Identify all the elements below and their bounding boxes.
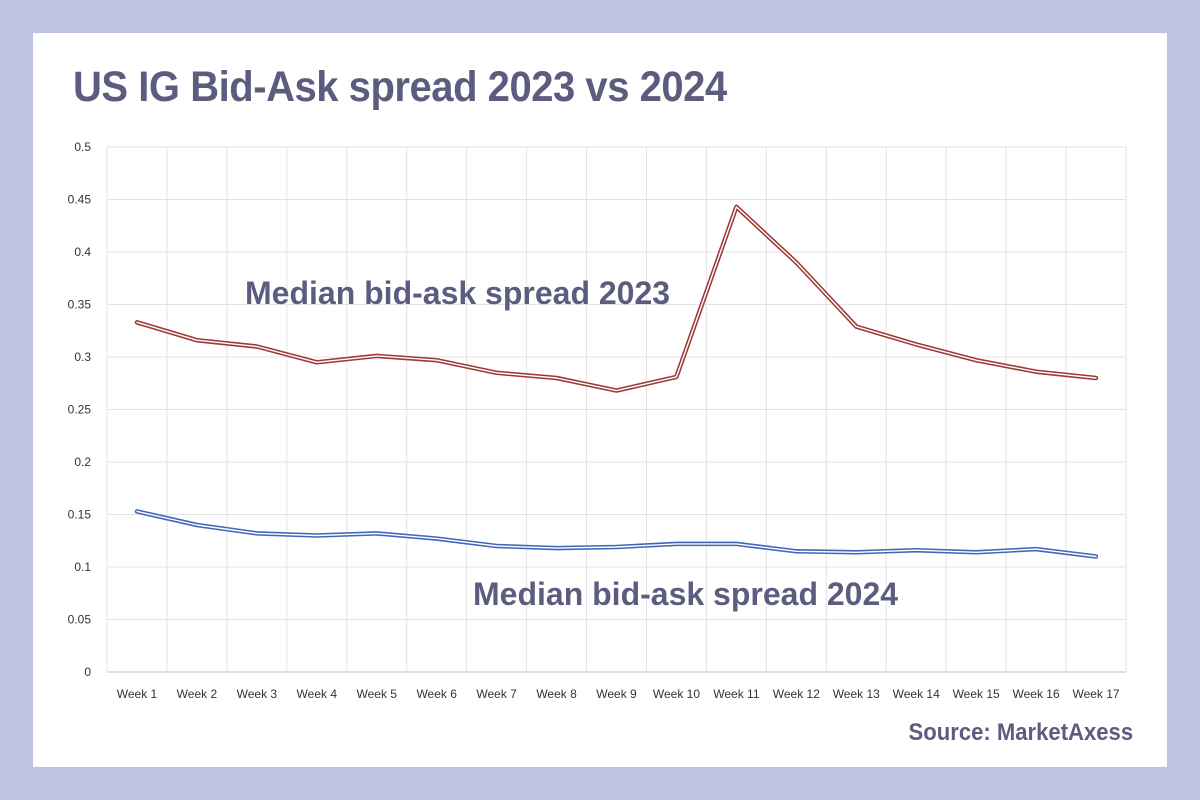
data-point [434, 536, 438, 540]
data-point [614, 545, 618, 549]
series-line-2024 [134, 509, 1099, 559]
data-point [614, 388, 618, 392]
x-tick-label: Week 3 [237, 687, 278, 701]
source-note: Source: MarketAxess [908, 719, 1133, 746]
data-point [135, 320, 139, 324]
series-label-2024: Median bid-ask spread 2024 [473, 576, 898, 612]
data-point [914, 342, 918, 346]
data-point [195, 338, 199, 342]
data-point [734, 542, 738, 546]
data-point [375, 531, 379, 535]
data-point [315, 360, 319, 364]
x-tick-label: Week 4 [297, 687, 338, 701]
line-chart: 0 0.05 0.1 0.15 0.2 0.25 0.3 0.35 0.4 0.45 0.5 Week… [68, 140, 1127, 701]
x-tick-label: Week 7 [476, 687, 517, 701]
data-point [554, 376, 558, 380]
data-point [974, 550, 978, 554]
data-point [1034, 370, 1038, 374]
data-point [854, 324, 858, 328]
x-tick-label: Week 13 [833, 687, 880, 701]
x-tick-label: Week 8 [536, 687, 577, 701]
y-tick-label: 0.25 [68, 403, 92, 417]
chart-card: US IG Bid-Ask spread 2023 vs 2024 0 0.05 0… [33, 33, 1167, 767]
x-tick-label: Week 1 [117, 687, 158, 701]
series-label-2023: Median bid-ask spread 2023 [245, 275, 670, 311]
data-point [674, 542, 678, 546]
data-point [674, 375, 678, 379]
series-line-inner [136, 510, 1097, 558]
x-tick-label: Week 15 [953, 687, 1000, 701]
data-point [794, 549, 798, 553]
y-tick-label: 0.45 [68, 193, 92, 207]
y-tick-label: 0.3 [74, 350, 91, 364]
y-tick-label: 0.2 [74, 455, 91, 469]
data-point [135, 509, 139, 513]
data-point [734, 205, 738, 209]
data-point [255, 344, 259, 348]
data-point [1034, 547, 1038, 551]
series-lines [134, 204, 1099, 559]
series-line-2023 [134, 204, 1099, 393]
data-point [375, 354, 379, 358]
x-tick-label: Week 5 [357, 687, 398, 701]
data-point [494, 371, 498, 375]
data-point [794, 260, 798, 264]
data-point [255, 531, 259, 535]
data-point [1094, 376, 1098, 380]
data-point [494, 544, 498, 548]
data-point [854, 550, 858, 554]
y-tick-label: 0.15 [68, 508, 92, 522]
y-tick-label: 0.05 [68, 613, 92, 627]
x-tick-label: Week 6 [416, 687, 457, 701]
data-point [914, 548, 918, 552]
data-point [974, 358, 978, 362]
series-line-inner [136, 206, 1097, 392]
data-point [195, 523, 199, 527]
y-tick-label: 0.4 [74, 245, 91, 259]
y-tick-label: 0.5 [74, 140, 91, 154]
x-tick-label: Week 2 [177, 687, 218, 701]
y-tick-label: 0.35 [68, 298, 92, 312]
axes: 0 0.05 0.1 0.15 0.2 0.25 0.3 0.35 0.4 0.45 0.5 Week… [68, 140, 1120, 701]
grid [106, 146, 1127, 673]
x-tick-label: Week 14 [893, 687, 940, 701]
y-tick-label: 0 [84, 665, 91, 679]
x-tick-label: Week 10 [653, 687, 700, 701]
x-tick-label: Week 17 [1072, 687, 1119, 701]
data-point [1094, 554, 1098, 558]
x-tick-label: Week 11 [713, 687, 760, 701]
data-point [554, 546, 558, 550]
x-tick-label: Week 16 [1013, 687, 1060, 701]
chart-title: US IG Bid-Ask spread 2023 vs 2024 [73, 63, 727, 111]
data-point [434, 358, 438, 362]
x-tick-label: Week 9 [596, 687, 637, 701]
y-tick-label: 0.1 [74, 560, 91, 574]
x-tick-label: Week 12 [773, 687, 820, 701]
data-point [315, 533, 319, 537]
